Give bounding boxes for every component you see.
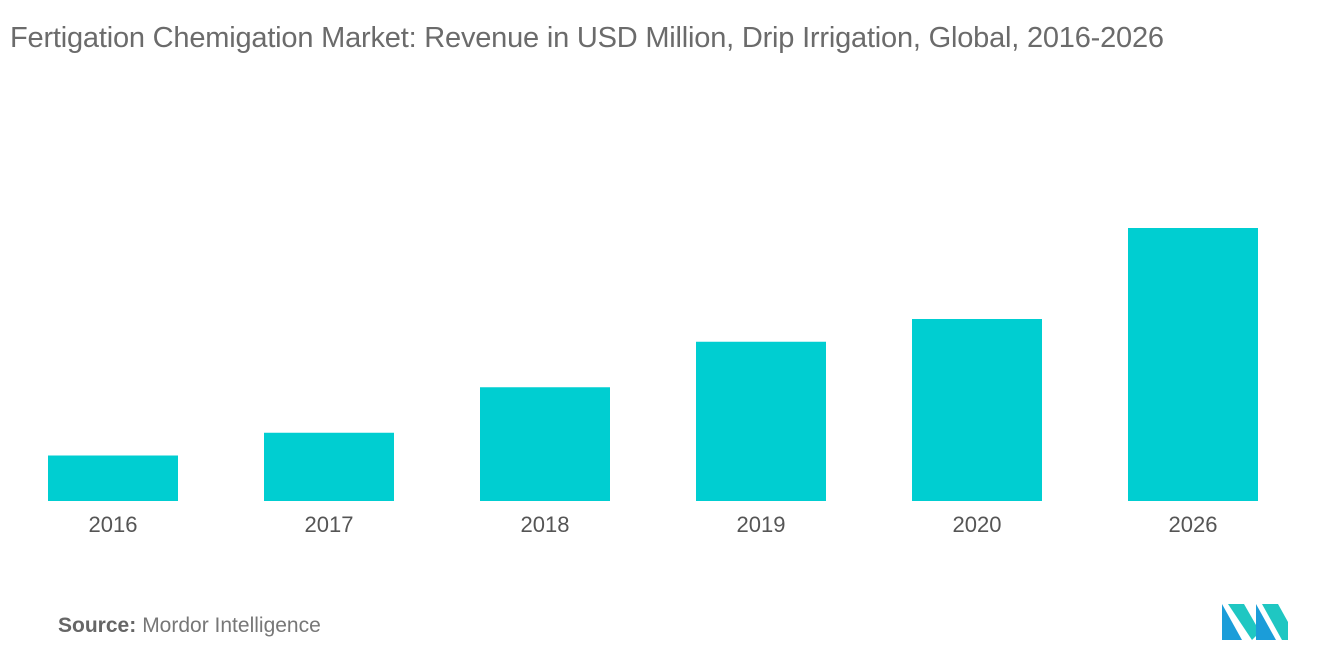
mordor-intelligence-logo-icon xyxy=(1222,604,1288,640)
chart-title: Fertigation Chemigation Market: Revenue … xyxy=(10,22,1164,54)
bar-chart: 2016 2017 2018 2019 2020 2026 xyxy=(48,228,1258,537)
x-tick-label: 2016 xyxy=(89,512,138,537)
bar-2016 xyxy=(48,455,178,501)
x-tick-label: 2017 xyxy=(305,512,354,537)
bar-2017 xyxy=(264,432,394,501)
source-label: Source: xyxy=(58,614,137,637)
bar-2020 xyxy=(912,319,1042,501)
source-line: Source: Mordor Intelligence xyxy=(58,614,321,638)
x-tick-label: 2020 xyxy=(953,512,1002,537)
bar-2026 xyxy=(1128,228,1258,501)
x-tick-label: 2019 xyxy=(737,512,786,537)
bar-2019 xyxy=(696,341,826,501)
source-text: Mordor Intelligence xyxy=(142,614,321,637)
x-tick-label: 2026 xyxy=(1169,512,1218,537)
x-tick-label: 2018 xyxy=(521,512,570,537)
bar-2018 xyxy=(480,387,610,501)
